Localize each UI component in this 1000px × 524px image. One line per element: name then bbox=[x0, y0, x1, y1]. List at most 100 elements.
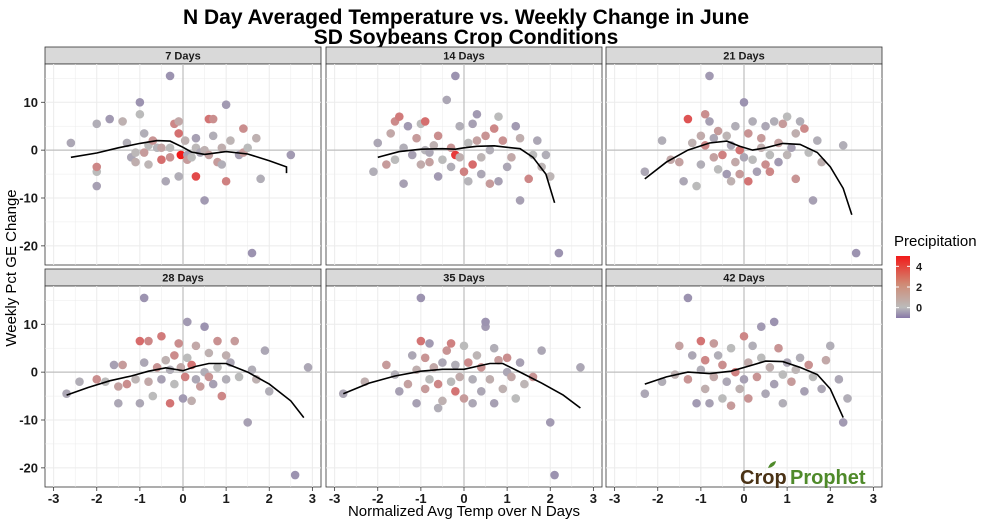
data-point bbox=[183, 353, 192, 363]
data-point bbox=[135, 109, 145, 119]
x-tick-label: 3 bbox=[309, 491, 316, 506]
y-tick-label: 10 bbox=[24, 95, 38, 110]
data-point bbox=[191, 133, 201, 143]
data-point bbox=[176, 150, 186, 160]
data-point bbox=[92, 181, 102, 191]
data-point bbox=[131, 157, 140, 167]
data-point bbox=[403, 379, 413, 389]
data-point bbox=[451, 71, 460, 81]
data-point bbox=[131, 148, 140, 157]
points bbox=[338, 293, 585, 480]
data-point bbox=[696, 336, 706, 346]
data-point bbox=[800, 386, 809, 396]
facet-panel: 35 Days bbox=[325, 268, 603, 488]
data-point bbox=[502, 353, 512, 363]
data-point bbox=[533, 136, 542, 145]
x-tick-label: -3 bbox=[48, 491, 60, 506]
data-point bbox=[726, 343, 736, 353]
data-point bbox=[765, 167, 775, 176]
facet-panel: 7 Days bbox=[44, 46, 322, 266]
facet-panel: 28 Days bbox=[44, 268, 322, 488]
data-point bbox=[425, 157, 434, 167]
x-tick-label: -3 bbox=[329, 491, 341, 506]
x-tick-label: 2 bbox=[547, 491, 554, 506]
data-point bbox=[221, 375, 231, 384]
data-point bbox=[752, 372, 762, 382]
data-point bbox=[791, 365, 801, 375]
data-point bbox=[234, 372, 244, 382]
data-point bbox=[200, 322, 209, 331]
data-point bbox=[537, 346, 546, 355]
data-point bbox=[221, 100, 231, 109]
x-tick-label: -2 bbox=[372, 491, 384, 506]
data-point bbox=[825, 341, 835, 351]
x-tick-label: -3 bbox=[609, 491, 621, 506]
gridlines bbox=[45, 286, 321, 487]
data-point bbox=[180, 136, 190, 145]
data-point bbox=[165, 153, 175, 162]
data-point bbox=[247, 248, 257, 258]
data-point bbox=[800, 124, 809, 133]
data-point bbox=[554, 248, 564, 258]
x-tick-label: 1 bbox=[504, 491, 511, 506]
data-point bbox=[62, 389, 71, 398]
legend-label: 2 bbox=[916, 282, 922, 294]
logo-text-crop: Crop bbox=[740, 467, 787, 489]
data-point bbox=[412, 398, 421, 408]
data-point bbox=[416, 336, 426, 346]
data-point bbox=[804, 148, 813, 157]
data-point bbox=[204, 348, 214, 358]
data-point bbox=[204, 372, 214, 382]
data-point bbox=[472, 351, 482, 360]
data-point bbox=[765, 150, 775, 160]
data-point bbox=[165, 71, 175, 81]
data-point bbox=[139, 358, 149, 367]
data-point bbox=[243, 418, 252, 427]
data-point bbox=[230, 336, 240, 346]
x-tick-label: 0 bbox=[460, 491, 467, 506]
data-point bbox=[679, 176, 688, 186]
data-point bbox=[834, 375, 844, 384]
data-point bbox=[782, 112, 792, 121]
data-point bbox=[709, 339, 719, 348]
data-point bbox=[735, 145, 744, 155]
data-point bbox=[696, 131, 706, 141]
data-point bbox=[752, 167, 762, 176]
data-point bbox=[200, 196, 209, 205]
facet-label: 7 Days bbox=[165, 51, 200, 63]
data-point bbox=[808, 196, 818, 205]
data-point bbox=[468, 119, 477, 129]
data-point bbox=[170, 379, 179, 389]
facet-label: 35 Days bbox=[443, 273, 485, 285]
points bbox=[640, 293, 852, 427]
data-point bbox=[438, 358, 447, 367]
chart-subtitle: SD Soybeans Crop Conditions bbox=[314, 26, 619, 49]
data-point bbox=[494, 176, 503, 186]
data-point bbox=[338, 389, 348, 398]
data-point bbox=[187, 396, 196, 406]
data-point bbox=[252, 133, 261, 143]
data-point bbox=[481, 317, 490, 327]
facet-panel: 42 Days bbox=[605, 268, 883, 488]
data-point bbox=[515, 196, 525, 205]
data-point bbox=[485, 179, 495, 188]
data-point bbox=[395, 386, 404, 396]
data-point bbox=[92, 162, 102, 172]
data-point bbox=[541, 150, 551, 160]
facet-label: 21 Days bbox=[723, 51, 765, 63]
data-point bbox=[446, 143, 456, 153]
data-point bbox=[489, 398, 499, 408]
data-point bbox=[131, 375, 140, 384]
data-point bbox=[468, 398, 477, 408]
data-point bbox=[420, 353, 430, 363]
x-axis-title: Normalized Avg Temp over N Days bbox=[348, 503, 580, 520]
data-point bbox=[705, 117, 714, 126]
data-point bbox=[804, 360, 813, 370]
data-point bbox=[135, 97, 145, 107]
data-point bbox=[446, 339, 456, 348]
chart-title: N Day Averaged Temperature vs. Weekly Ch… bbox=[183, 6, 749, 29]
data-point bbox=[92, 119, 102, 129]
data-point bbox=[433, 172, 443, 181]
points bbox=[369, 71, 564, 258]
